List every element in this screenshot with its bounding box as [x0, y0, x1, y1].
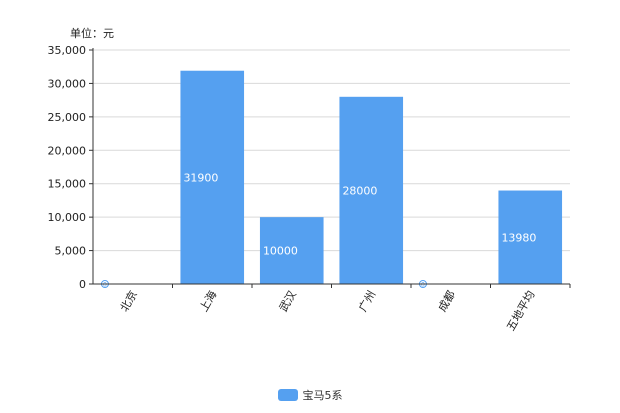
x-tick-label: 北京 — [117, 288, 140, 314]
bar-value-label: 28000 — [342, 184, 377, 197]
bar-value-label: 0 — [421, 282, 425, 289]
y-tick-label: 5,000 — [55, 245, 87, 258]
y-tick-label: 35,000 — [48, 44, 87, 57]
bar-value-label: 0 — [103, 282, 107, 289]
bar[interactable] — [498, 190, 563, 284]
legend-swatch — [277, 389, 298, 401]
grid-lines — [93, 49, 570, 252]
y-tick-label: 10,000 — [48, 211, 87, 224]
bar[interactable] — [259, 217, 324, 284]
x-tick-label: 广州 — [356, 289, 378, 315]
legend-label: 宝马5系 — [302, 389, 343, 402]
x-tick-label: 成都 — [436, 289, 458, 315]
bar[interactable] — [339, 96, 404, 284]
y-tick-label: 15,000 — [48, 178, 87, 191]
bar-value-label: 31900 — [183, 171, 218, 184]
y-tick-label: 25,000 — [48, 111, 87, 124]
bar-value-label: 13980 — [501, 231, 536, 244]
x-tick-label: 上海 — [196, 288, 219, 314]
bar[interactable] — [180, 70, 245, 285]
bar-value-label: 10000 — [263, 245, 298, 258]
y-axis-unit-label: 单位：元 — [70, 27, 114, 40]
bars — [180, 70, 563, 285]
x-axis-ticks: 北京 上海 武汉 广州 成都 五地平均 — [117, 284, 571, 334]
x-tick-label: 武汉 — [277, 289, 299, 315]
legend[interactable]: 宝马5系 — [0, 387, 620, 404]
y-tick-label: 30,000 — [48, 77, 87, 90]
y-tick-label: 0 — [79, 278, 86, 291]
y-axis-ticks: 0 5,000 10,000 15,000 20,000 25,000 30,000 35,0… — [48, 44, 93, 291]
y-tick-label: 20,000 — [48, 144, 87, 157]
x-tick-label: 五地平均 — [504, 289, 537, 334]
